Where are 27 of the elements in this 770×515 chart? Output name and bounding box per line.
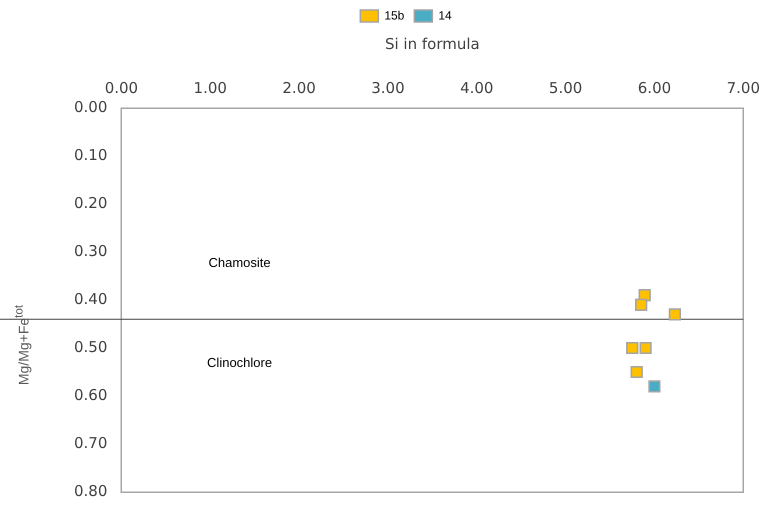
annotation: Chamosite [208, 254, 271, 270]
x-tick-label: 0.00 [104, 78, 138, 97]
annotation: Clinochlore [207, 354, 272, 370]
y-tick-label: 0.20 [74, 194, 108, 212]
x-tick-label: 6.00 [638, 78, 672, 97]
y-tick-label: 0.50 [74, 338, 108, 356]
y-tick-label: 0.70 [74, 434, 108, 452]
x-tick-label: 5.00 [548, 78, 582, 97]
point [648, 380, 661, 392]
x-tick-label: 4.00 [460, 78, 494, 97]
y-tick-label: 0.30 [74, 242, 108, 260]
point [630, 366, 643, 378]
y-tick-label: 0.60 [74, 386, 108, 404]
legend-label: 14 [438, 8, 452, 22]
point [668, 308, 681, 320]
point [626, 342, 638, 354]
x-axis-title: Si in formula [384, 34, 480, 53]
y-tick-label: 0.40 [74, 290, 108, 308]
legend-label: 15b [384, 8, 405, 22]
y-tick-label: 0.00 [74, 98, 108, 116]
x-tick-label: 1.00 [194, 78, 227, 97]
y-tick-label: 0.80 [74, 482, 108, 500]
x-tick-label: 7.00 [726, 78, 760, 97]
y-tick-label: 0.10 [74, 146, 108, 164]
x-tick-label: 2.00 [282, 78, 316, 97]
point [635, 298, 648, 311]
x-tick-label: 3.00 [371, 78, 405, 97]
